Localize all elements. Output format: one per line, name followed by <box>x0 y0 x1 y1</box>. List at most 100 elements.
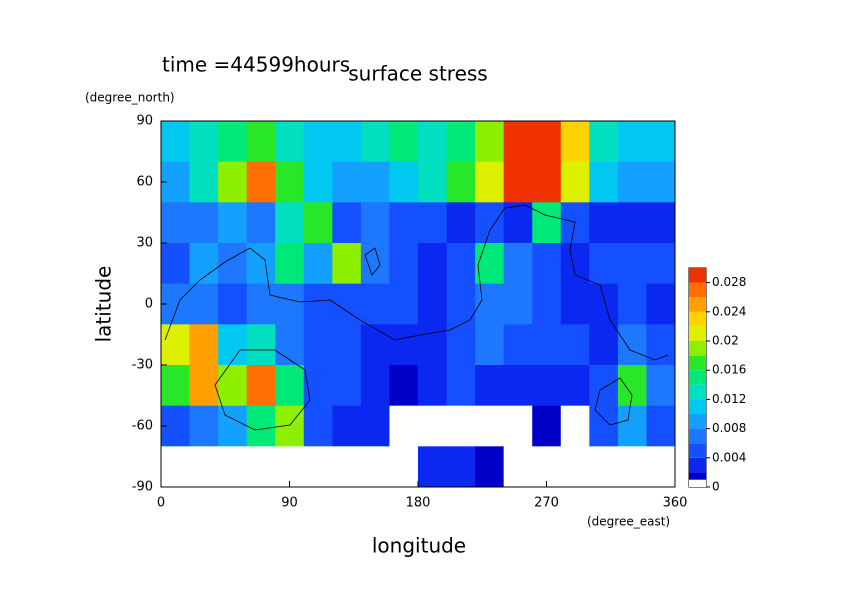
cell <box>475 243 505 285</box>
cell <box>218 365 248 407</box>
cell <box>418 283 448 325</box>
coastline <box>594 377 633 426</box>
cell <box>275 365 305 407</box>
cell <box>503 243 533 285</box>
chart-title: surface stress <box>348 62 487 86</box>
cell <box>503 161 533 203</box>
cell <box>475 161 505 203</box>
cell <box>560 202 590 244</box>
cell <box>418 161 448 203</box>
cell <box>161 121 191 163</box>
cell <box>332 405 362 447</box>
coastline <box>164 204 669 361</box>
cell <box>589 243 619 285</box>
cell <box>446 202 476 244</box>
cell <box>418 446 448 488</box>
cell <box>589 121 619 163</box>
colorbar-swatch <box>689 443 706 458</box>
cell <box>617 161 647 203</box>
cell <box>303 202 333 244</box>
x-tick-label: 180 <box>406 496 431 511</box>
cell <box>161 243 191 285</box>
cell <box>275 161 305 203</box>
cell <box>503 324 533 366</box>
x-tick-label: 0 <box>157 496 165 511</box>
cell <box>303 446 333 488</box>
cell <box>475 324 505 366</box>
cell <box>161 324 191 366</box>
cell <box>646 161 676 203</box>
cell <box>617 324 647 366</box>
colorbar-swatch <box>689 384 706 400</box>
cell <box>418 365 448 407</box>
cell <box>389 243 419 285</box>
cell <box>503 446 533 488</box>
cell <box>360 121 390 163</box>
cell <box>275 121 305 163</box>
colorbar-tick-label: 0.008 <box>712 421 746 435</box>
cell <box>360 161 390 203</box>
cell <box>218 161 248 203</box>
cell <box>589 324 619 366</box>
cell <box>303 324 333 366</box>
cell <box>332 324 362 366</box>
cell <box>446 405 476 447</box>
cell <box>617 365 647 407</box>
cell <box>332 121 362 163</box>
cell <box>161 446 191 488</box>
cell <box>360 365 390 407</box>
y-tick-label: 90 <box>136 114 153 129</box>
cell <box>246 405 276 447</box>
colorbar-tick-label: 0.016 <box>712 363 746 377</box>
cell <box>560 161 590 203</box>
cell <box>446 161 476 203</box>
cell <box>503 121 533 163</box>
cell <box>418 202 448 244</box>
cell <box>560 283 590 325</box>
cell <box>332 161 362 203</box>
cell <box>475 405 505 447</box>
cell <box>303 365 333 407</box>
cell <box>189 283 219 325</box>
cell <box>275 446 305 488</box>
colorbar-swatch <box>689 370 706 385</box>
cell <box>246 121 276 163</box>
cell <box>360 446 390 488</box>
cell <box>218 324 248 366</box>
cell <box>503 283 533 325</box>
cell <box>389 202 419 244</box>
cell <box>646 324 676 366</box>
cell <box>418 243 448 285</box>
cell <box>389 446 419 488</box>
cell <box>617 405 647 447</box>
cell <box>617 202 647 244</box>
cell <box>189 324 219 366</box>
cell <box>189 121 219 163</box>
cell <box>246 446 276 488</box>
cell <box>218 283 248 325</box>
cell <box>303 243 333 285</box>
x-tick-label: 360 <box>663 496 688 511</box>
y-tick-label: 60 <box>136 175 153 190</box>
cell <box>503 405 533 447</box>
cell <box>246 365 276 407</box>
cell <box>360 283 390 325</box>
cell <box>218 405 248 447</box>
colorbar-swatch <box>689 297 706 312</box>
cell <box>503 365 533 407</box>
cell <box>560 121 590 163</box>
cell <box>446 324 476 366</box>
colorbar-swatch <box>689 268 706 283</box>
colorbar-tick-label: 0.012 <box>712 392 746 406</box>
cell <box>646 243 676 285</box>
chart-subtitle: time =44599hours <box>162 53 350 77</box>
cell <box>560 446 590 488</box>
cell <box>246 324 276 366</box>
cell <box>360 202 390 244</box>
cell <box>446 243 476 285</box>
cell <box>303 161 333 203</box>
cell <box>189 365 219 407</box>
cell <box>303 283 333 325</box>
cell <box>389 283 419 325</box>
colorbar-swatch <box>689 472 706 480</box>
